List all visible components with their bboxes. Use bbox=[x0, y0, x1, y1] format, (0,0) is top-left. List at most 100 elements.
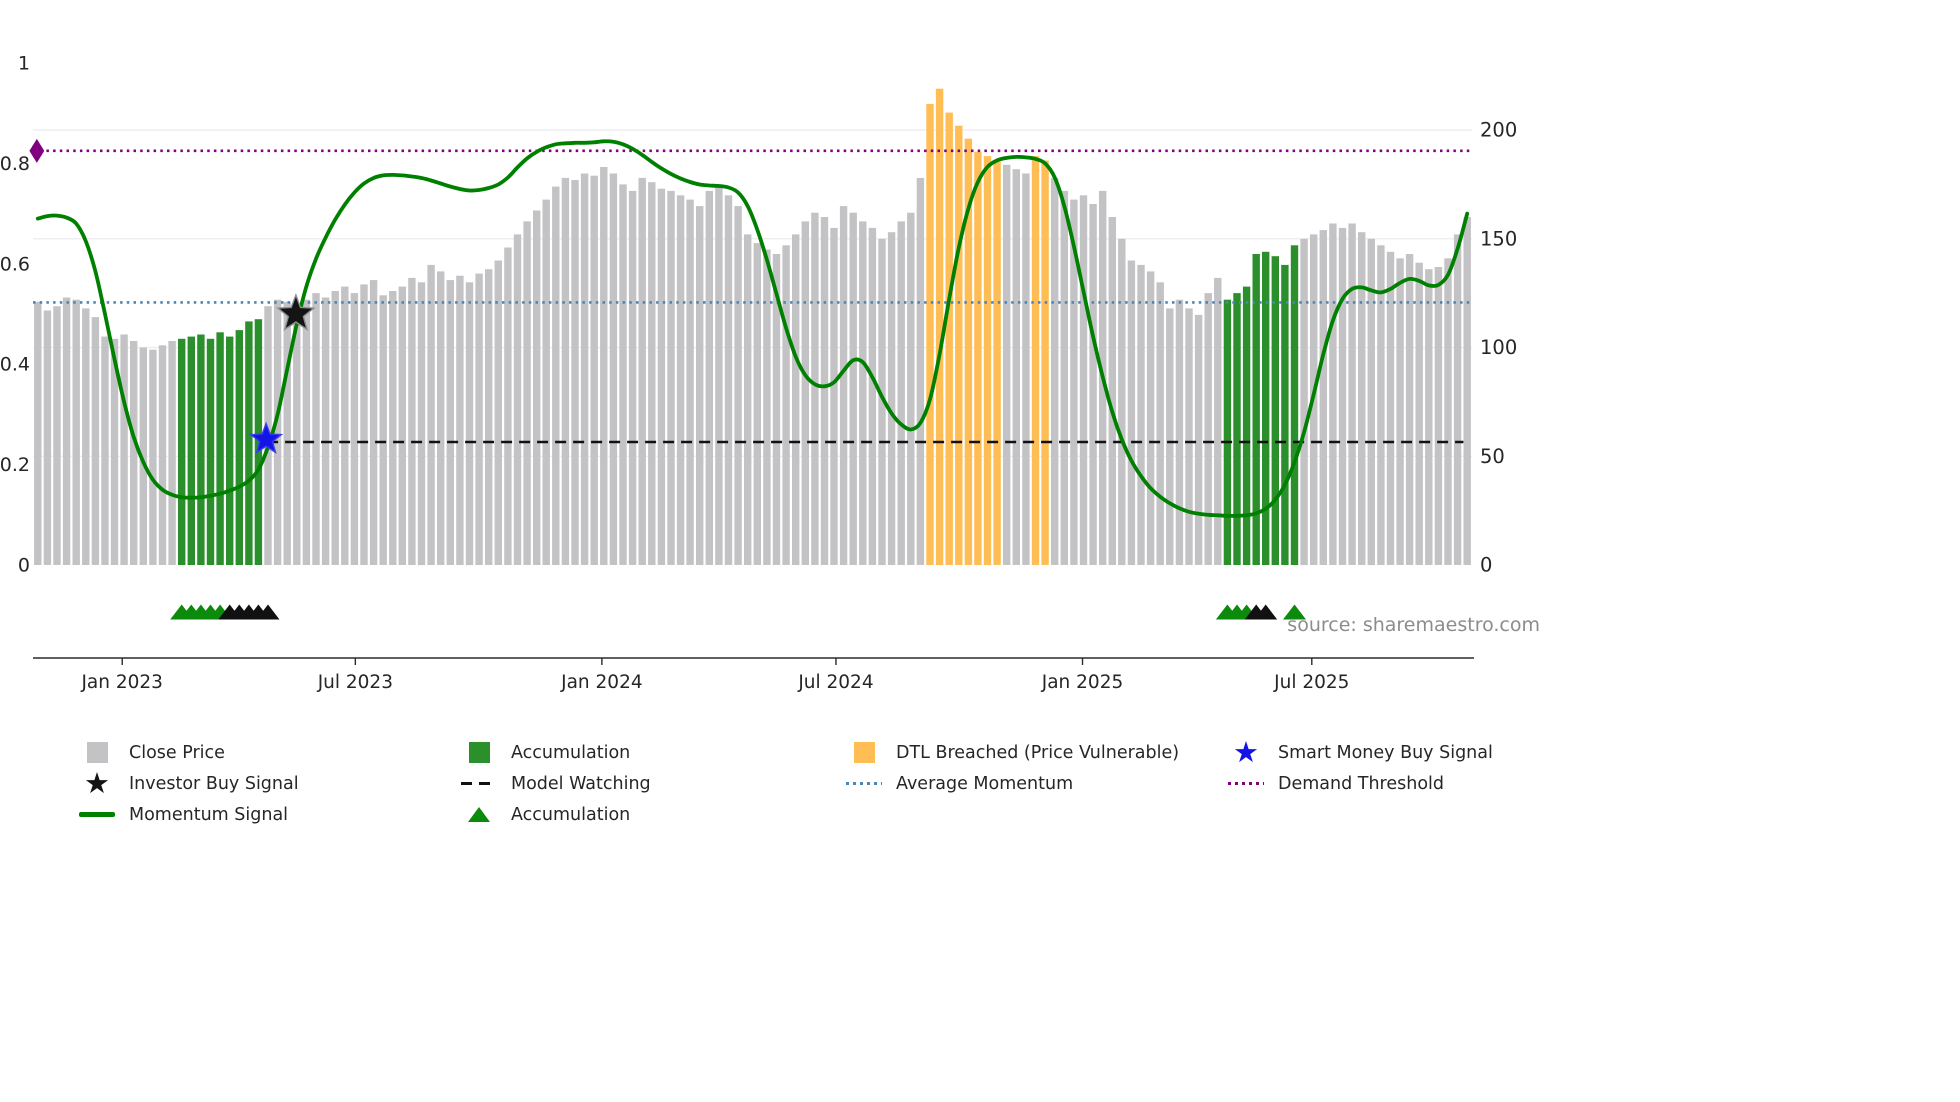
close-price-bar bbox=[1003, 164, 1011, 566]
right-axis-tick-label: 0 bbox=[1480, 554, 1492, 577]
dtl-breached-bar bbox=[1041, 160, 1049, 565]
close-price-bar bbox=[91, 317, 100, 565]
close-price-bar bbox=[273, 299, 282, 565]
close-price-bar bbox=[408, 277, 416, 565]
dtl-breached-swatch-icon bbox=[853, 742, 875, 763]
close-price-bar bbox=[1329, 223, 1337, 565]
smart-money-buy-signal-star-icon: ★ bbox=[1233, 735, 1259, 769]
model-watching-dash-icon bbox=[461, 781, 497, 786]
close-price-bar bbox=[1127, 260, 1136, 565]
investor-buy-signal-marker bbox=[275, 292, 316, 332]
close-price-bar bbox=[1060, 190, 1068, 565]
legend-label-model-watching: Model Watching bbox=[511, 773, 651, 794]
close-price-bar bbox=[705, 190, 713, 565]
accumulation-bar bbox=[206, 338, 215, 565]
legend-item-momentum-signal: Momentum Signal bbox=[78, 799, 460, 830]
close-price-bar bbox=[437, 271, 445, 565]
accumulation-triangle bbox=[1254, 604, 1278, 620]
accumulation-triangle-icon bbox=[468, 807, 490, 822]
close-price-bar bbox=[811, 212, 819, 565]
accumulation-bar bbox=[1262, 251, 1270, 566]
close-price-bar bbox=[715, 184, 723, 565]
close-price-bar bbox=[398, 286, 406, 565]
close-price-bar bbox=[830, 227, 838, 565]
accumulation-bar bbox=[1233, 293, 1241, 565]
close-price-bar bbox=[302, 299, 311, 565]
close-price-bar bbox=[667, 190, 675, 565]
close-price-bar bbox=[1367, 238, 1375, 566]
legend-label-demand-threshold: Demand Threshold bbox=[1278, 773, 1445, 794]
legend-label-investor-buy-signal: Investor Buy Signal bbox=[129, 773, 299, 794]
momentum-signal-line bbox=[35, 139, 1470, 518]
close-price-bar bbox=[628, 190, 637, 565]
close-price-bar bbox=[542, 199, 550, 565]
close-price-bar bbox=[1348, 223, 1356, 565]
legend-item-dtl-breached: DTL Breached (Price Vulnerable) bbox=[845, 737, 1227, 768]
right-axis-tick-label: 200 bbox=[1480, 119, 1517, 142]
close-price-bar bbox=[839, 206, 848, 565]
x-axis-tick-label: Jan 2023 bbox=[80, 672, 162, 693]
close-price-bar bbox=[456, 275, 464, 565]
x-axis-tick-label: Jan 2025 bbox=[1041, 672, 1123, 693]
close-price-bar bbox=[916, 177, 925, 565]
source-credit: source: sharemaestro.com bbox=[1287, 614, 1540, 636]
smart-money-buy-signal-marker bbox=[249, 421, 284, 455]
close-price-bar bbox=[849, 212, 857, 565]
close-price-bar bbox=[417, 282, 426, 566]
close-price-bar bbox=[1453, 234, 1462, 565]
close-price-bar bbox=[1166, 308, 1174, 565]
legend-column-4: ★ Smart Money Buy Signal Demand Threshol… bbox=[1227, 737, 1493, 830]
close-price-bar bbox=[734, 206, 742, 565]
right-axis-tick-label: 150 bbox=[1480, 227, 1517, 250]
close-price-bar bbox=[360, 284, 368, 565]
close-price-bar bbox=[1358, 232, 1366, 565]
close-price-bar bbox=[782, 245, 790, 566]
close-price-bar bbox=[1156, 282, 1164, 566]
dtl-breached-bar bbox=[983, 156, 992, 565]
close-price-bar bbox=[494, 260, 502, 565]
close-price-bar bbox=[763, 249, 771, 565]
close-price-bar bbox=[369, 280, 378, 565]
x-axis-tick-label: Jul 2023 bbox=[317, 672, 393, 693]
close-price-bar bbox=[619, 184, 627, 565]
dtl-breached-bar bbox=[935, 88, 944, 565]
close-price-bar bbox=[801, 221, 809, 565]
close-price-bar bbox=[427, 264, 435, 565]
close-price-bar bbox=[168, 341, 176, 565]
gridlines bbox=[33, 129, 1472, 457]
close-price-bar bbox=[1434, 267, 1443, 565]
dtl-breached-bar bbox=[1031, 156, 1040, 565]
left-axis-tick-label: 0.6 bbox=[0, 253, 30, 275]
demand-threshold-marker bbox=[29, 138, 45, 163]
accumulation-triangles bbox=[170, 604, 1306, 620]
accumulation-bar bbox=[235, 330, 243, 565]
close-price-bar bbox=[1012, 169, 1020, 565]
accumulation-bar bbox=[1242, 286, 1251, 565]
accumulation-bar bbox=[187, 336, 195, 565]
accumulation-bar bbox=[1223, 299, 1232, 565]
close-price-bar bbox=[580, 173, 589, 565]
accumulation-bar bbox=[1290, 245, 1299, 566]
close-price-bar bbox=[465, 282, 474, 566]
close-price-bar bbox=[1079, 195, 1088, 566]
investor-buy-signal-star-icon: ★ bbox=[84, 766, 110, 800]
close-price-bar bbox=[130, 341, 138, 565]
close-price-bar bbox=[897, 221, 905, 565]
close-price-bar bbox=[34, 301, 42, 565]
legend-column-2: Accumulation Model Watching Accumulation bbox=[460, 737, 845, 830]
legend: Close Price ★ Investor Buy Signal Moment… bbox=[78, 737, 1493, 830]
close-price-bar bbox=[389, 291, 397, 565]
accumulation-bar bbox=[245, 321, 253, 565]
right-axis-tick-label: 50 bbox=[1480, 445, 1505, 468]
close-price-bar bbox=[1108, 217, 1116, 565]
average-momentum-dotted-icon bbox=[846, 781, 882, 786]
close-price-bar bbox=[648, 182, 656, 565]
close-price-bar bbox=[1377, 245, 1385, 566]
close-price-bar bbox=[859, 221, 867, 565]
accumulation-swatch-icon bbox=[468, 742, 490, 763]
close-price-bar bbox=[657, 188, 666, 565]
close-price-bar bbox=[158, 345, 167, 565]
close-price-bar bbox=[696, 206, 704, 565]
close-price-bar bbox=[1185, 308, 1193, 565]
dtl-breached-bar bbox=[993, 160, 1001, 565]
